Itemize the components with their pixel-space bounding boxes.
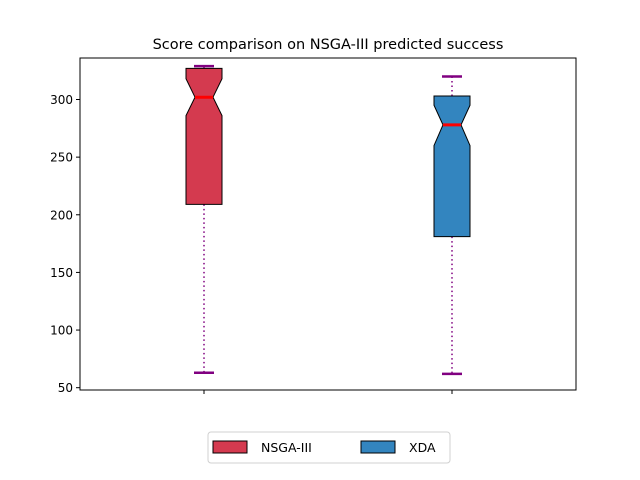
y-tick-label: 250 [50,151,73,165]
y-tick-label: 50 [58,381,73,395]
chart-title: Score comparison on NSGA-III predicted s… [153,37,504,53]
box-xda [433,75,471,376]
legend-label: NSGA-III [261,440,312,455]
y-tick-label: 300 [50,93,73,107]
legend-swatch [212,440,248,454]
y-tick-label: 150 [50,266,73,280]
notched-box [433,95,471,238]
legend: NSGA-III XDA [207,431,451,464]
y-tick-label: 100 [50,324,73,338]
legend-swatch [360,440,396,454]
legend-label: XDA [409,440,436,455]
plot-frame [79,57,577,391]
box-nsga-iii [185,64,223,374]
legend-frame [207,431,451,464]
plot-area: 50 100 150 200 250 300 [50,57,577,395]
notched-box [185,67,223,205]
y-tick-label: 200 [50,208,73,222]
